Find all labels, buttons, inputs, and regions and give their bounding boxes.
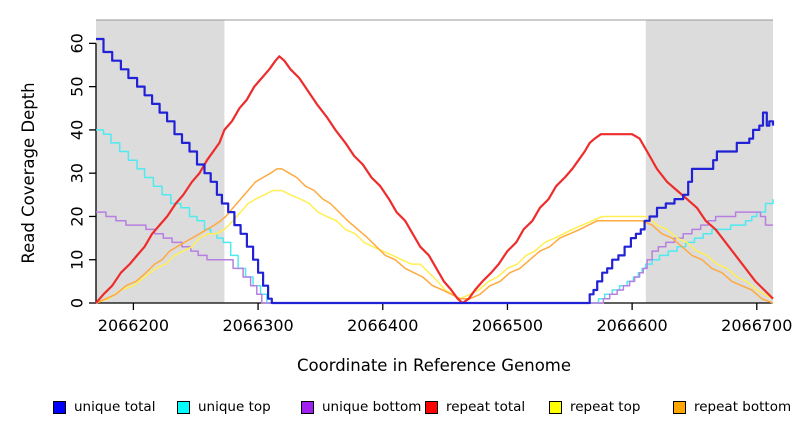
legend-swatch-repeat-total [425, 400, 438, 414]
legend-swatch-unique-bottom [301, 400, 314, 414]
legend-label: repeat total [446, 399, 526, 415]
legend-item-unique-total: unique total [53, 399, 177, 415]
x-tick-label: 2066700 [721, 316, 792, 335]
y-tick-label: 10 [68, 250, 87, 270]
legend-item-repeat-top: repeat top [549, 399, 673, 415]
shaded-regions [96, 20, 773, 303]
legend-label: unique bottom [322, 399, 422, 415]
x-tick-label: 2066600 [596, 316, 667, 335]
y-tick-label: 0 [68, 298, 87, 308]
legend-label: unique total [74, 399, 156, 415]
legend-label: repeat top [570, 399, 641, 415]
y-tick-label: 40 [68, 120, 87, 140]
x-tick-label: 2066500 [472, 316, 543, 335]
legend-swatch-repeat-bottom [673, 400, 686, 414]
series-line-unique-bottom [96, 211, 773, 304]
y-tick-label: 50 [68, 76, 87, 96]
y-tick-label: 30 [68, 163, 87, 183]
series-lines [95, 37, 775, 305]
legend-label: unique top [198, 399, 271, 415]
legend-label: repeat bottom [694, 399, 792, 415]
x-axis-title: Coordinate in Reference Genome [297, 356, 571, 375]
series-line-repeat-total [95, 55, 774, 305]
series-line-unique-top [96, 129, 774, 304]
series-line-unique-total [96, 37, 775, 305]
axes: 2066200 2066300 2066400 2066500 2066600 20667… [68, 19, 792, 335]
legend-item-repeat-bottom: repeat bottom [673, 399, 792, 415]
legend-swatch-repeat-top [549, 400, 562, 414]
shaded-region [645, 20, 773, 303]
y-tick-label: 20 [68, 206, 87, 226]
legend-swatch-unique-top [177, 400, 190, 414]
legend: unique total unique top unique bottom repea… [53, 399, 792, 415]
series-line-repeat-bottom [95, 168, 774, 304]
x-tick-label: 2066200 [98, 316, 169, 335]
coverage-plot: 2066200 2066300 2066400 2066500 2066600 20667… [19, 19, 792, 375]
legend-item-repeat-total: repeat total [425, 399, 549, 415]
y-axis-title: Read Coverage Depth [19, 82, 38, 263]
legend-swatch-unique-total [53, 400, 66, 414]
x-tick-label: 2066400 [347, 316, 418, 335]
y-tick-label: 60 [68, 33, 87, 53]
x-tick-label: 2066300 [222, 316, 293, 335]
legend-item-unique-top: unique top [177, 399, 301, 415]
legend-item-unique-bottom: unique bottom [301, 399, 425, 415]
series-line-repeat-top [95, 189, 774, 304]
